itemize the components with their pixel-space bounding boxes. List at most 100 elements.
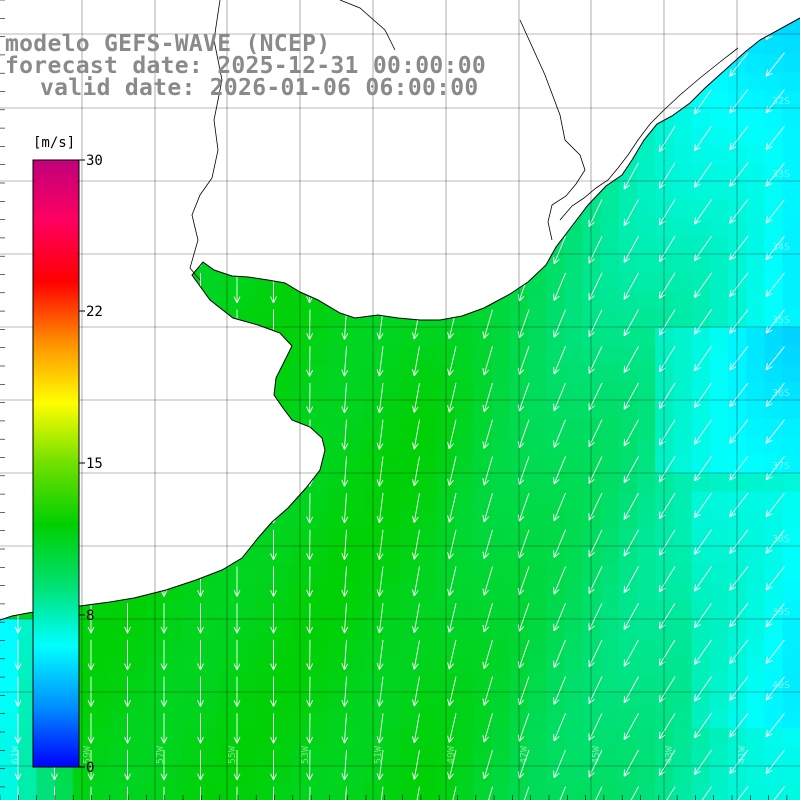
wind-speed-cell bbox=[637, 618, 656, 638]
wind-arrow bbox=[765, 456, 785, 481]
wind-speed-cell bbox=[455, 782, 474, 800]
wind-speed-cell bbox=[618, 436, 638, 456]
wind-speed-cell bbox=[564, 782, 583, 800]
wind-speed-cell bbox=[618, 600, 638, 620]
wind-speed-cell bbox=[709, 218, 729, 238]
wind-speed-cell bbox=[746, 236, 765, 256]
wind-speed-cell bbox=[0, 637, 19, 656]
wind-speed-cell bbox=[728, 637, 747, 656]
wind-arrow bbox=[623, 272, 639, 300]
wind-speed-cell bbox=[582, 254, 602, 274]
wind-speed-cell bbox=[637, 382, 656, 401]
wind-speed-cell bbox=[600, 200, 620, 219]
wind-speed-cell bbox=[473, 345, 492, 365]
wind-arrow bbox=[270, 750, 277, 781]
wind-speed-cell bbox=[782, 163, 800, 183]
wind-speed-cell bbox=[546, 254, 565, 274]
wind-arrow bbox=[523, 786, 530, 800]
wind-speed-cell bbox=[728, 782, 747, 800]
wind-speed-cell bbox=[764, 236, 784, 256]
wind-arrow bbox=[765, 749, 785, 775]
wind-speed-cell bbox=[691, 618, 711, 638]
wind-speed-cell bbox=[364, 327, 383, 347]
wind-arrow bbox=[623, 713, 639, 740]
wind-speed-cell bbox=[782, 54, 800, 74]
wind-speed-cell bbox=[527, 436, 547, 456]
wind-speed-cell bbox=[18, 673, 37, 693]
wind-speed-cell bbox=[455, 455, 474, 474]
wind-speed-cell bbox=[254, 728, 274, 747]
latitude-label: 36S bbox=[772, 388, 790, 399]
wind-speed-cell bbox=[455, 728, 474, 747]
wind-speed-cell bbox=[764, 509, 784, 529]
wind-speed-cell bbox=[746, 546, 765, 565]
wind-speed-cell bbox=[655, 200, 674, 219]
wind-speed-cell bbox=[418, 637, 438, 656]
wind-speed-cell bbox=[618, 200, 638, 219]
wind-speed-cell bbox=[582, 746, 602, 765]
wind-arrow bbox=[482, 566, 493, 596]
wind-speed-cell bbox=[291, 564, 310, 583]
wind-speed-cell bbox=[491, 582, 511, 602]
wind-speed-cell bbox=[764, 327, 784, 347]
wind-speed-cell bbox=[236, 764, 256, 784]
wind-speed-cell bbox=[764, 273, 784, 292]
wind-arrow bbox=[341, 382, 349, 414]
wind-speed-cell bbox=[309, 527, 329, 547]
wind-speed-cell bbox=[163, 637, 183, 656]
wind-speed-cell bbox=[600, 455, 620, 474]
wind-speed-cell bbox=[127, 746, 147, 765]
wind-speed-cell bbox=[709, 473, 729, 492]
wind-speed-cell bbox=[709, 273, 729, 292]
wind-speed-cell bbox=[637, 163, 656, 183]
wind-speed-cell bbox=[782, 309, 800, 329]
wind-speed-cell bbox=[764, 382, 784, 401]
wind-speed-cell bbox=[455, 382, 474, 401]
wind-speed-cell bbox=[746, 564, 765, 583]
wind-speed-cell bbox=[637, 728, 656, 747]
wind-speed-cell bbox=[637, 746, 656, 765]
wind-speed-cell bbox=[163, 764, 183, 784]
wind-speed-cell bbox=[527, 491, 547, 511]
wind-speed-cell bbox=[491, 345, 511, 365]
wind-arrow bbox=[376, 603, 384, 634]
wind-arrow bbox=[341, 603, 349, 634]
wind-speed-cell bbox=[291, 327, 310, 347]
wind-speed-cell bbox=[691, 364, 711, 383]
wind-speed-cell bbox=[746, 655, 765, 674]
wind-speed-cell bbox=[709, 200, 729, 219]
wind-arrow bbox=[341, 639, 349, 671]
wind-speed-cell bbox=[455, 436, 474, 456]
wind-arrow bbox=[306, 309, 314, 340]
wind-speed-cell bbox=[273, 600, 292, 620]
wind-speed-cell bbox=[109, 782, 128, 800]
wind-arrow bbox=[341, 419, 349, 450]
wind-speed-cell bbox=[764, 163, 784, 183]
wind-speed-cell bbox=[400, 600, 420, 620]
wind-speed-cell bbox=[455, 637, 474, 656]
wind-speed-cell bbox=[418, 436, 438, 456]
wind-speed-cell bbox=[655, 436, 674, 456]
wind-speed-cell bbox=[0, 655, 19, 674]
wind-arrow bbox=[553, 309, 566, 338]
wind-speed-cell bbox=[746, 382, 765, 401]
wind-speed-cell bbox=[382, 455, 401, 474]
wind-arrow bbox=[447, 676, 457, 707]
wind-speed-cell bbox=[400, 782, 420, 800]
wind-speed-cell bbox=[327, 382, 347, 401]
wind-arrow bbox=[411, 419, 420, 450]
wind-speed-cell bbox=[455, 618, 474, 638]
wind-speed-cell bbox=[291, 509, 310, 529]
wind-arrow bbox=[411, 346, 420, 377]
wind-arrow bbox=[233, 639, 241, 671]
wind-speed-cell bbox=[691, 345, 711, 365]
wind-speed-cell bbox=[746, 473, 765, 492]
wind-speed-cell bbox=[400, 637, 420, 656]
wind-speed-cell bbox=[182, 618, 201, 638]
wind-speed-cell bbox=[564, 491, 583, 511]
wind-speed-cell bbox=[673, 582, 693, 602]
wind-speed-cell bbox=[564, 418, 583, 438]
wind-arrow bbox=[270, 639, 277, 671]
wind-speed-cell bbox=[218, 655, 238, 674]
wind-arrow bbox=[765, 346, 785, 371]
